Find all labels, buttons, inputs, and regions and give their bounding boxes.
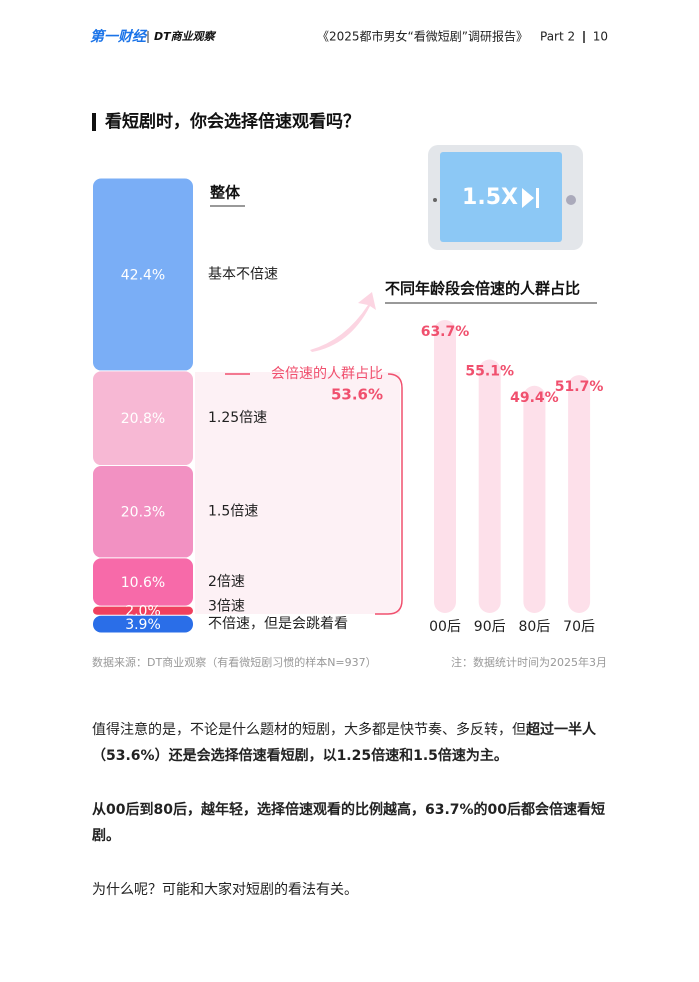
paragraph: 为什么呢？可能和大家对短剧的看法有关。 xyxy=(92,877,610,903)
top-area: 第一财经 DT商业观察 《2025都市男女“看微短剧”调研报告》 Part 2 … xyxy=(90,28,608,669)
annotation-text: 会倍速的人群占比 xyxy=(271,366,383,382)
legend-label: 3倍速 xyxy=(208,599,245,615)
x-tick-label: 90后 xyxy=(474,619,506,635)
play-icon xyxy=(522,188,539,208)
value-label: 20.3% xyxy=(121,505,165,521)
tablet-screen xyxy=(440,152,562,242)
text: 为什么呢？可能和大家对短剧的看法有关。 xyxy=(92,882,358,898)
value-label: 42.4% xyxy=(121,267,165,283)
page-number: 10 xyxy=(593,30,608,44)
bar-segment xyxy=(93,606,193,615)
value-label: 10.6% xyxy=(121,575,165,591)
arrow xyxy=(310,292,376,352)
value-label: 63.7% xyxy=(421,324,470,340)
report-title: 《2025都市男女“看微短剧”调研报告》 xyxy=(317,29,528,44)
bar-segment xyxy=(93,178,193,371)
bar-segment xyxy=(93,615,193,633)
bar-segment xyxy=(93,558,193,606)
bar xyxy=(568,375,591,613)
bar xyxy=(523,385,546,613)
legend-label: 1.25倍速 xyxy=(208,410,267,426)
text: 值得注意的是，不论是什么题材的短剧，大多都是快节奏、多反转，但 xyxy=(92,722,526,738)
annotation-area xyxy=(195,372,400,614)
value-label: 2.0% xyxy=(125,604,161,620)
section-title: 看短剧时，你会选择倍速观看吗？ xyxy=(104,111,360,132)
note: 注：数据统计时间为2025年3月 xyxy=(451,655,607,669)
value-label: 55.1% xyxy=(465,364,514,380)
bar-segment xyxy=(93,466,193,558)
legend-label: 1.5倍速 xyxy=(208,504,258,520)
overall-title: 整体 xyxy=(210,184,241,202)
x-tick-label: 80后 xyxy=(518,619,550,635)
title-bar xyxy=(92,113,96,131)
bar xyxy=(434,319,456,613)
legend-label: 基本不倍速 xyxy=(208,265,278,282)
part: Part 2 xyxy=(540,30,575,44)
legend-label: 2倍速 xyxy=(208,574,245,590)
bar-segment xyxy=(93,371,193,466)
brand: DT商业观察 xyxy=(154,30,217,43)
bar xyxy=(478,359,501,613)
value-label: 51.7% xyxy=(555,379,604,395)
tablet-button xyxy=(566,195,576,205)
legend-label: 不倍速，但是会跳着看 xyxy=(208,616,348,632)
speed-text: 1.5X xyxy=(462,185,518,210)
bracket xyxy=(225,373,403,615)
paragraph: 值得注意的是，不论是什么题材的短剧，大多都是快节奏、多反转，但超过一半人（53.… xyxy=(92,717,610,769)
source: 数据来源：DT商业观察（有看微短剧习惯的样本N=937） xyxy=(92,655,377,669)
x-tick-label: 00后 xyxy=(429,619,461,635)
bold-text: 从00后到80后，越年轻，选择倍速观看的比例越高，63.7%的00后都会倍速看短… xyxy=(92,802,606,844)
x-tick-label: 70后 xyxy=(563,619,595,635)
paragraph: 从00后到80后，越年轻，选择倍速观看的比例越高，63.7%的00后都会倍速看短… xyxy=(92,797,610,849)
value-label: 20.8% xyxy=(121,411,165,427)
bold-text: 超过一半人（53.6%）还是会选择倍速看短剧，以1.25倍速和1.5倍速为主。 xyxy=(92,722,596,764)
value-label: 3.9% xyxy=(125,617,161,633)
tablet-camera xyxy=(433,198,437,202)
age-chart-title: 不同年龄段会倍速的人群占比 xyxy=(385,280,580,298)
logo: 第一财经 xyxy=(90,28,148,45)
annotation-value: 53.6% xyxy=(331,386,383,404)
value-label: 49.4% xyxy=(510,390,559,406)
